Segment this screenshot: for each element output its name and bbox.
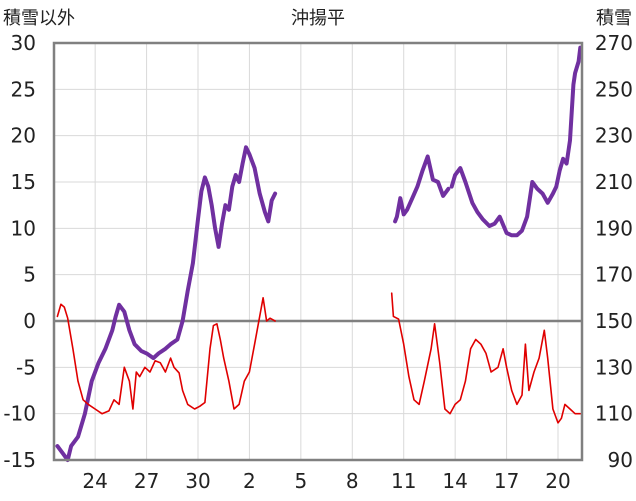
right-tick-label: 170	[595, 263, 633, 287]
left-tick-label: 10	[11, 216, 36, 240]
right-tick-label: 90	[608, 448, 633, 472]
right-tick-label: 150	[595, 309, 633, 333]
right-tick-label: 110	[595, 402, 633, 426]
right-tick-label: 270	[595, 31, 633, 55]
x-tick-label: 8	[346, 469, 359, 493]
x-tick-label: 2	[243, 469, 256, 493]
x-tick-label: 27	[134, 469, 159, 493]
series-line-snow_depth	[55, 45, 583, 462]
chart-title: 沖揚平	[291, 8, 345, 29]
x-tick-label: 17	[494, 469, 519, 493]
x-tick-label: 20	[545, 469, 570, 493]
left-tick-label: 30	[11, 31, 36, 55]
left-axis-ticks: 30 25 20 15 10 5 0 -5 -10 -15	[3, 31, 36, 472]
left-tick-label: 15	[11, 170, 36, 194]
right-tick-label: 250	[595, 77, 633, 101]
series-group	[55, 45, 583, 462]
left-tick-label: 5	[23, 263, 36, 287]
left-tick-label: -15	[3, 448, 36, 472]
left-tick-label: -5	[16, 355, 36, 379]
left-tick-label: 25	[11, 77, 36, 101]
right-tick-label: 130	[595, 355, 633, 379]
right-axis-label: 積雪	[596, 8, 632, 29]
right-tick-label: 190	[595, 216, 633, 240]
left-tick-label: 20	[11, 124, 36, 148]
x-tick-label: 11	[391, 469, 416, 493]
x-axis-ticks: 24 27 30 2 5 8 11 14 17 20	[82, 469, 570, 493]
right-tick-label: 210	[595, 170, 633, 194]
left-axis-label: 積雪以外	[3, 8, 75, 29]
right-tick-label: 230	[595, 124, 633, 148]
x-tick-label: 30	[185, 469, 210, 493]
x-tick-label: 24	[82, 469, 107, 493]
right-axis-ticks: 270 250 230 210 190 170 150 130 110 90	[595, 31, 633, 472]
left-tick-label: 0	[23, 309, 36, 333]
left-tick-label: -10	[3, 402, 36, 426]
x-tick-label: 14	[442, 469, 467, 493]
plot-frame	[52, 41, 584, 462]
series-line-other	[56, 292, 582, 424]
x-tick-label: 5	[294, 469, 307, 493]
